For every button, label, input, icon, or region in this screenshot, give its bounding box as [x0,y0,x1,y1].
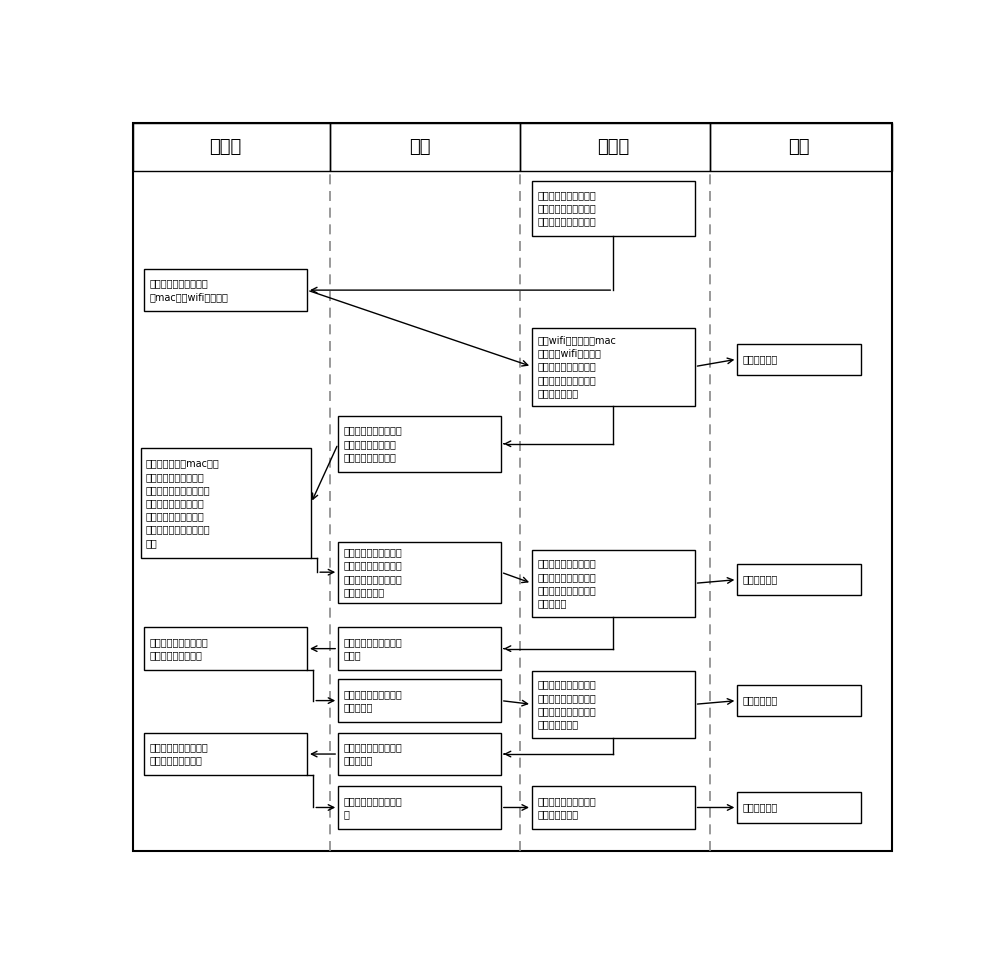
Text: 主机: 主机 [409,138,430,156]
Text: 存储测试结果: 存储测试结果 [743,696,778,706]
Text: 将进入正常模式命令发
送给测试机: 将进入正常模式命令发 送给测试机 [344,742,402,765]
Bar [330,123,520,172]
Bar [338,733,501,775]
Text: 存储测试结果: 存储测试结果 [743,802,778,813]
Text: 进行wifi测试，验证mac
码，如果wifi测试结果
有故障则停止测试并上
报云端，若无故障则发
送红外测试命令: 进行wifi测试，验证mac 码，如果wifi测试结果 有故障则停止测试并上 报… [537,335,616,398]
Text: 上电进入测试模式，上
报mac码和wifi测试结果: 上电进入测试模式，上 报mac码和wifi测试结果 [150,279,229,302]
Bar [532,549,695,617]
Bar [737,685,861,716]
Text: 上位机: 上位机 [597,138,629,156]
Bar [338,680,501,722]
Text: 上传全部测试结果和操
作人员输入信息: 上传全部测试结果和操 作人员输入信息 [537,796,596,819]
Text: 存储测试结果: 存储测试结果 [743,575,778,584]
Bar [532,180,695,236]
Bar [144,733,307,775]
Text: 初始化无线射频信道，
将红外测试命令红外
编码后发送给测试机: 初始化无线射频信道， 将红外测试命令红外 编码后发送给测试机 [344,425,402,462]
Bar [532,328,695,406]
Text: 进行解码，验证mac码，
验证通过后初始无线射
频信道，进行红外测试、
热敏电阻测试，将测试
结果红外编码发送给主
机，并通过串口发送给上
位机: 进行解码，验证mac码， 验证通过后初始无线射 频信道，进行红外测试、 热敏电阻… [146,459,220,548]
Text: 主机将无线测试结果发
送给上位机: 主机将无线测试结果发 送给上位机 [344,689,402,712]
Text: 输入操作人员信息，扫
描枪扫描测试机条形码
并将信息发送给上位机: 输入操作人员信息，扫 描枪扫描测试机条形码 并将信息发送给上位机 [537,190,596,227]
Bar [710,123,892,172]
Bar [737,564,861,595]
Bar [338,787,501,829]
Text: 推出产品测试模式，通
知已经进入正常模式: 推出产品测试模式，通 知已经进入正常模式 [150,742,209,765]
Bar [532,671,695,737]
Text: 如果红外测试结果有故
障则停止测试并上报云
端，若无故障则发送无
线测试命令: 如果红外测试结果有故 障则停止测试并上报云 端，若无故障则发送无 线测试命令 [537,558,596,608]
Bar [338,415,501,471]
Bar [144,269,307,311]
Text: 存储测试结果: 存储测试结果 [743,354,778,364]
Text: 测试机: 测试机 [210,138,242,156]
Bar [520,123,710,172]
Bar [532,787,695,829]
Text: 将无线测试命令发送给
测试机: 将无线测试命令发送给 测试机 [344,637,402,660]
Text: 将红外测试结果发送给
上位机，若没有接收到
红外测试结果，判断红
外测试存在故障: 将红外测试结果发送给 上位机，若没有接收到 红外测试结果，判断红 外测试存在故障 [344,548,402,597]
Bar [737,343,861,375]
Text: 如果无线测试结果有故
障则停止测试并上报云
端，若无故障则发送进
入正常模式命令: 如果无线测试结果有故 障则停止测试并上报云 端，若无故障则发送进 入正常模式命令 [537,680,596,729]
Bar [737,791,861,823]
Bar [140,448,311,558]
Text: 云端: 云端 [788,138,810,156]
Text: 主机将通知发送给上位
机: 主机将通知发送给上位 机 [344,796,402,819]
Bar [338,542,501,602]
Bar [144,628,307,670]
Text: 进行无线测试，将无线
测试结果发送给主机: 进行无线测试，将无线 测试结果发送给主机 [150,637,209,660]
Bar [133,123,330,172]
Bar [338,628,501,670]
